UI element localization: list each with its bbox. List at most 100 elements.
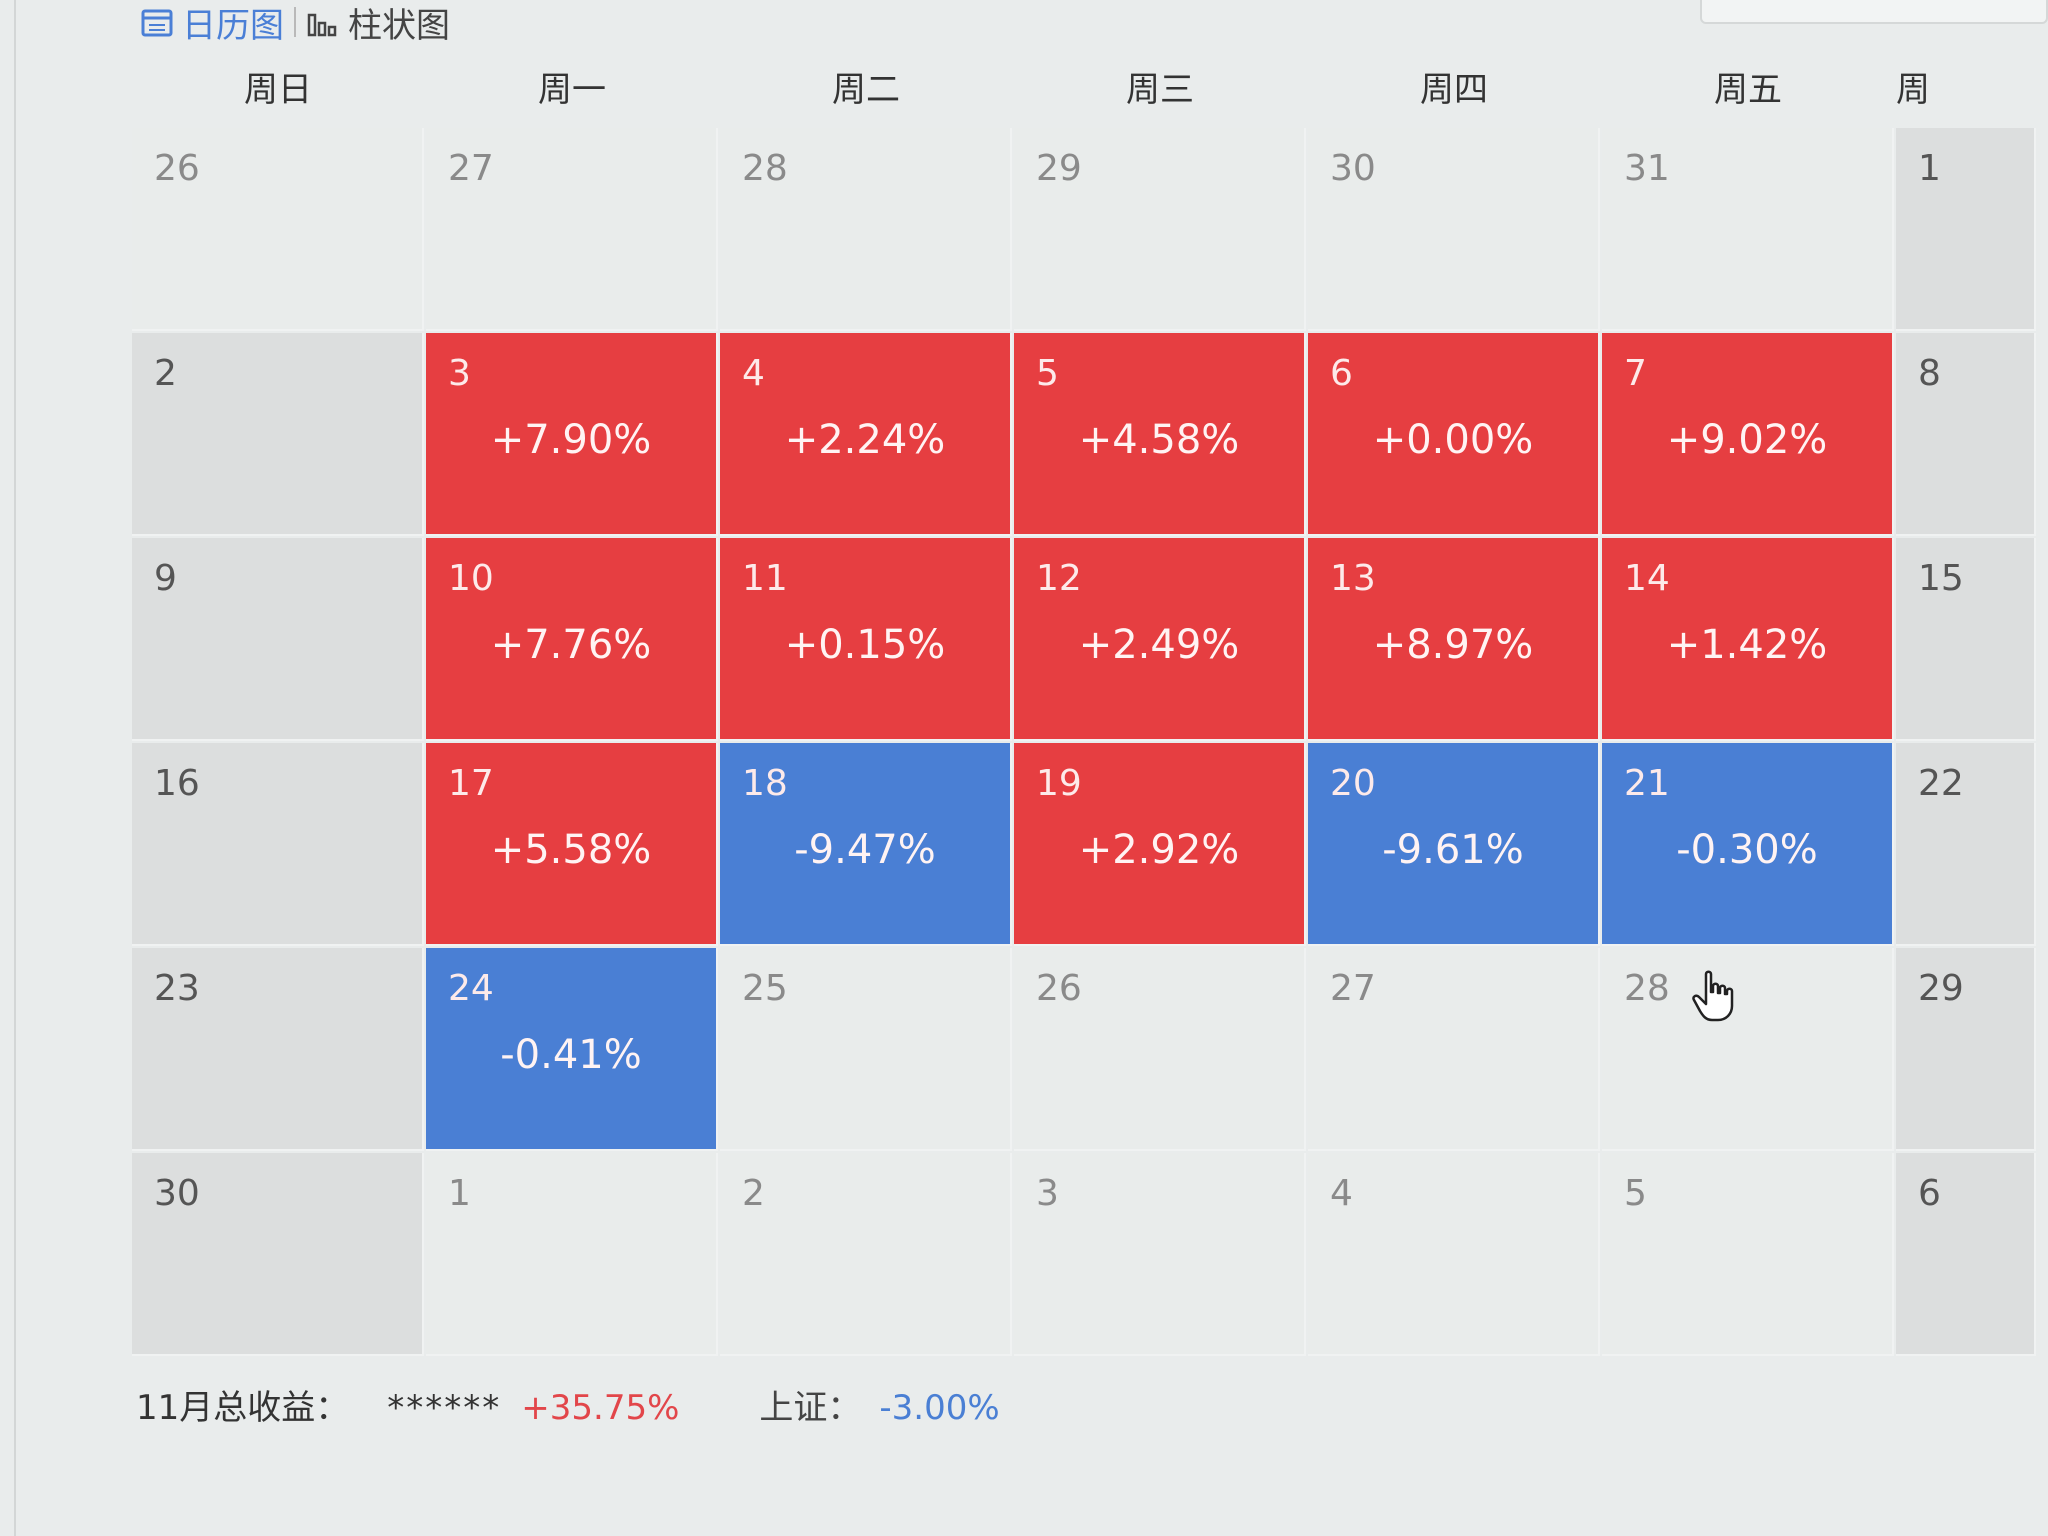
day-number: 27 <box>448 148 494 189</box>
calendar-day-cell[interactable]: 13 +8.97% <box>1308 538 1600 741</box>
day-number: 13 <box>1330 558 1376 599</box>
calendar-day-cell[interactable]: 15 <box>1896 538 2036 741</box>
day-number: 2 <box>742 1173 765 1214</box>
calendar-day-cell[interactable]: 5 <box>1602 1153 1894 1356</box>
calendar-day-cell[interactable]: 3 +7.90% <box>426 333 718 536</box>
day-number: 21 <box>1624 763 1670 804</box>
calendar-day-cell[interactable]: 5 +4.58% <box>1014 333 1306 536</box>
calendar-day-cell[interactable]: 4 <box>1308 1153 1600 1356</box>
day-number: 4 <box>742 353 765 394</box>
calendar-day-cell[interactable]: 28 <box>1602 948 1894 1151</box>
calendar-day-cell[interactable]: 4 +2.24% <box>720 333 1012 536</box>
calendar-day-cell[interactable]: 14 +1.42% <box>1602 538 1894 741</box>
daily-return: +2.92% <box>1078 827 1240 873</box>
day-number: 18 <box>742 763 788 804</box>
calendar-day-cell[interactable]: 10 +7.76% <box>426 538 718 741</box>
day-number: 25 <box>742 968 788 1009</box>
top-right-control[interactable] <box>1700 0 2048 24</box>
day-number: 29 <box>1918 968 1964 1009</box>
calendar-day-cell[interactable]: 26 <box>132 128 424 331</box>
day-number: 4 <box>1330 1173 1353 1214</box>
day-number: 22 <box>1918 763 1964 804</box>
calendar-day-cell[interactable]: 29 <box>1014 128 1306 331</box>
tab-calendar[interactable]: 日历图 <box>140 0 284 47</box>
day-number: 30 <box>1330 148 1376 189</box>
day-number: 24 <box>448 968 494 1009</box>
day-number: 3 <box>448 353 471 394</box>
calendar-day-cell[interactable]: 25 <box>720 948 1012 1151</box>
calendar-day-cell[interactable]: 2 <box>132 333 424 536</box>
weekday-label: 周三 <box>1126 70 1194 110</box>
calendar-day-cell[interactable]: 6 +0.00% <box>1308 333 1600 536</box>
daily-return: +9.02% <box>1666 417 1828 463</box>
weekday-header: 周日 周一 周二 周三 周四 周五 周 <box>132 62 2048 126</box>
calendar-day-cell[interactable]: 16 <box>132 743 424 946</box>
calendar-day-cell[interactable]: 9 <box>132 538 424 741</box>
hand-pointer-icon <box>1692 970 1734 1022</box>
calendar-day-cell[interactable]: 24 -0.41% <box>426 948 718 1151</box>
calendar-day-cell[interactable]: 22 <box>1896 743 2036 946</box>
calendar-day-cell[interactable]: 18 -9.47% <box>720 743 1012 946</box>
calendar-day-cell[interactable]: 21 -0.30% <box>1602 743 1894 946</box>
calendar-day-cell[interactable]: 29 <box>1896 948 2036 1151</box>
calendar-day-cell[interactable]: 31 <box>1602 128 1894 331</box>
tab-bar-chart[interactable]: 柱状图 <box>306 0 450 47</box>
weekday-label: 周四 <box>1420 70 1488 110</box>
day-number: 9 <box>154 558 177 599</box>
day-number: 10 <box>448 558 494 599</box>
daily-return: -0.41% <box>500 1032 642 1078</box>
day-number: 30 <box>154 1173 200 1214</box>
day-number: 28 <box>1624 968 1670 1009</box>
day-number: 20 <box>1330 763 1376 804</box>
calendar-grid: 26 27 28 29 30 31 1 2 3 +7.90% 4 +2.24% 5 +4.58% 6 +0.0… <box>132 128 2048 1368</box>
calendar-day-cell[interactable]: 6 <box>1896 1153 2036 1356</box>
daily-return: +4.58% <box>1078 417 1240 463</box>
day-number: 23 <box>154 968 200 1009</box>
day-number: 8 <box>1918 353 1941 394</box>
day-number: 2 <box>154 353 177 394</box>
calendar-day-cell[interactable]: 7 +9.02% <box>1602 333 1894 536</box>
day-number: 17 <box>448 763 494 804</box>
view-toolbar: 日历图 柱状图 <box>140 0 450 47</box>
day-number: 27 <box>1330 968 1376 1009</box>
calendar-day-cell[interactable]: 23 <box>132 948 424 1151</box>
total-return: +35.75% <box>521 1388 680 1428</box>
calendar-day-cell[interactable]: 30 <box>1308 128 1600 331</box>
daily-return: -0.30% <box>1676 827 1818 873</box>
weekday-label: 周 <box>1896 70 1930 110</box>
summary-label: 11月总收益： <box>136 1388 350 1428</box>
index-label: 上证： <box>759 1388 862 1428</box>
masked-value: ****** <box>387 1388 502 1428</box>
tab-bar-chart-label: 柱状图 <box>348 5 450 46</box>
calendar-day-cell[interactable]: 11 +0.15% <box>720 538 1012 741</box>
calendar-day-cell[interactable]: 19 +2.92% <box>1014 743 1306 946</box>
calendar-day-cell[interactable]: 20 -9.61% <box>1308 743 1600 946</box>
bar-chart-icon <box>307 13 337 37</box>
calendar-day-cell[interactable]: 17 +5.58% <box>426 743 718 946</box>
day-number: 26 <box>1036 968 1082 1009</box>
calendar-day-cell[interactable]: 1 <box>426 1153 718 1356</box>
tab-divider <box>294 7 296 37</box>
calendar-day-cell[interactable]: 1 <box>1896 128 2036 331</box>
day-number: 6 <box>1918 1173 1941 1214</box>
calendar-day-cell[interactable]: 27 <box>426 128 718 331</box>
day-number: 1 <box>1918 148 1941 189</box>
calendar-day-cell[interactable]: 3 <box>1014 1153 1306 1356</box>
daily-return: +7.76% <box>490 622 652 668</box>
weekday-label: 周二 <box>832 70 900 110</box>
calendar-day-cell[interactable]: 30 <box>132 1153 424 1356</box>
day-number: 7 <box>1624 353 1647 394</box>
day-number: 14 <box>1624 558 1670 599</box>
day-number: 15 <box>1918 558 1964 599</box>
calendar-day-cell[interactable]: 12 +2.49% <box>1014 538 1306 741</box>
calendar-day-cell[interactable]: 28 <box>720 128 1012 331</box>
calendar-day-cell[interactable]: 2 <box>720 1153 1012 1356</box>
calendar-day-cell[interactable]: 26 <box>1014 948 1306 1151</box>
daily-return: -9.47% <box>794 827 936 873</box>
daily-return: +5.58% <box>490 827 652 873</box>
calendar-day-cell[interactable]: 27 <box>1308 948 1600 1151</box>
day-number: 28 <box>742 148 788 189</box>
day-number: 6 <box>1330 353 1353 394</box>
calendar-day-cell[interactable]: 8 <box>1896 333 2036 536</box>
daily-return: +7.90% <box>490 417 652 463</box>
